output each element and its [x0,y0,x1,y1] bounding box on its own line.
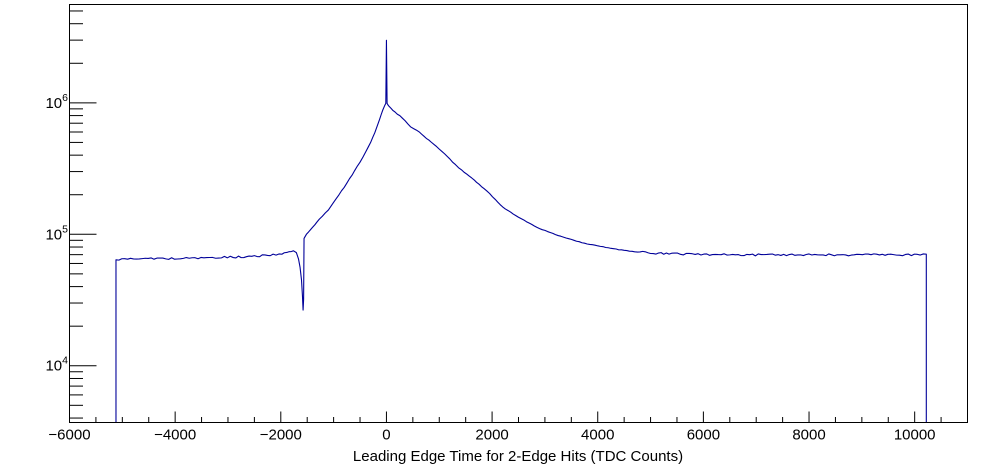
plot-frame [69,4,968,423]
y-tick-label: 105 [45,223,68,243]
x-axis: −6000 −4000 −2000 0 2000 4000 6000 8000 10000 [48,411,968,444]
histogram-curve-layer [115,39,927,423]
x-tick-label: −4000 [154,427,196,444]
x-tick-label: 10000 [894,427,936,444]
x-tick-label: 6000 [687,427,720,444]
y-tick-label: 106 [45,92,68,112]
leading-edge-time-histogram [115,39,927,423]
frame-rect [69,4,968,423]
x-tick-label: 8000 [792,427,825,444]
x-tick-label: −2000 [260,427,302,444]
x-tick-label: 0 [382,427,390,444]
x-axis-title: Leading Edge Time for 2-Edge Hits (TDC C… [353,448,683,465]
x-tick-label: 4000 [581,427,614,444]
y-tick-label: 104 [45,355,68,375]
y-axis: 104 105 106 [45,10,97,419]
x-tick-label: −6000 [48,427,90,444]
x-tick-label: 2000 [475,427,508,444]
